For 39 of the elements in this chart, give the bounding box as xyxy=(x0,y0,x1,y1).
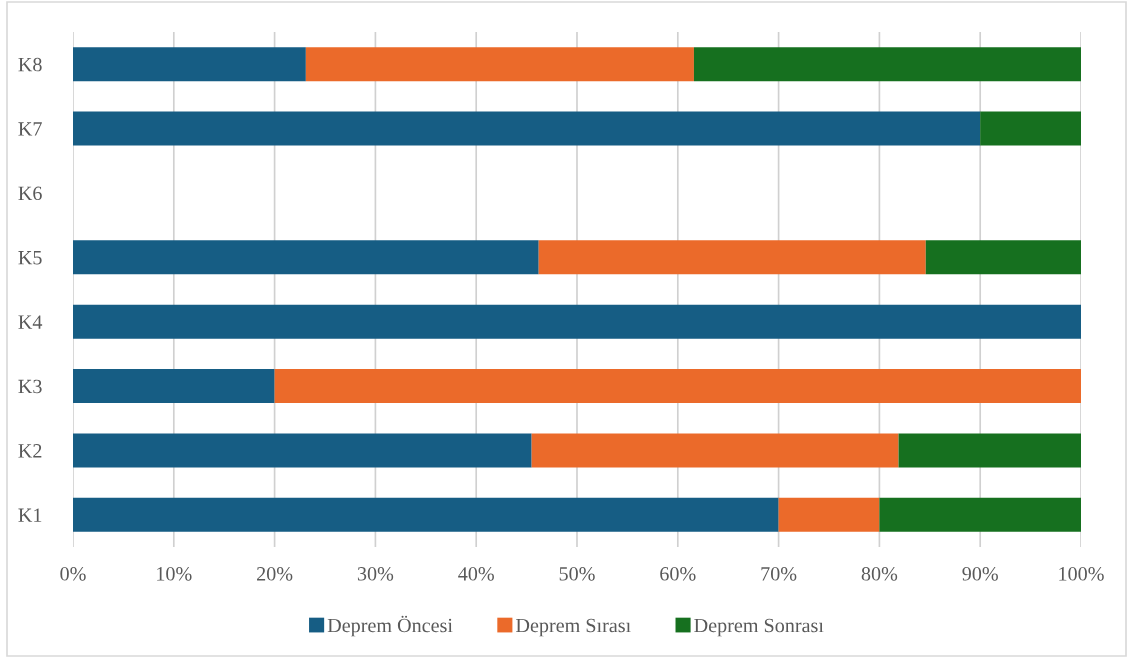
y-tick-label: K2 xyxy=(18,444,42,458)
bar xyxy=(531,433,899,468)
legend-label: Deprem Sırası xyxy=(516,618,631,637)
bar xyxy=(73,47,306,82)
x-tick-label: 80% xyxy=(861,567,898,581)
bar xyxy=(538,240,926,275)
y-tick-label: K5 xyxy=(18,251,42,265)
y-tick-label: K7 xyxy=(18,122,42,136)
bar xyxy=(693,47,1081,82)
bar xyxy=(73,433,532,468)
bar xyxy=(898,433,1081,468)
y-tick-label: K8 xyxy=(18,57,42,72)
x-tick-label: 50% xyxy=(559,567,595,581)
x-tick-label: 40% xyxy=(458,567,494,581)
y-tick-label: K6 xyxy=(18,186,42,201)
x-tick-label: 70% xyxy=(761,567,797,581)
legend-label: Deprem Öncesi xyxy=(327,615,453,637)
bar xyxy=(73,240,539,275)
y-tick-label: K1 xyxy=(18,508,42,522)
bar xyxy=(274,369,1081,404)
x-tick-label: 30% xyxy=(357,567,394,581)
bar xyxy=(73,497,779,532)
legend-label: Deprem Sonrası xyxy=(694,618,824,637)
x-tick-label: 100% xyxy=(1059,567,1104,581)
x-tick-label: 60% xyxy=(660,567,696,581)
bar xyxy=(778,497,880,532)
x-tick-label: 0% xyxy=(60,567,86,581)
x-tick-label: 90% xyxy=(962,567,998,581)
x-tick-label: 10% xyxy=(157,567,192,581)
y-tick-label: K4 xyxy=(18,315,43,329)
bar xyxy=(73,304,1081,339)
bar xyxy=(73,369,275,404)
x-tick-label: 20% xyxy=(257,567,293,581)
bar xyxy=(305,47,694,82)
bar xyxy=(980,111,1081,146)
y-tick-label: K3 xyxy=(18,379,42,394)
bar xyxy=(925,240,1081,275)
bar xyxy=(73,111,981,146)
bar xyxy=(879,497,1081,532)
